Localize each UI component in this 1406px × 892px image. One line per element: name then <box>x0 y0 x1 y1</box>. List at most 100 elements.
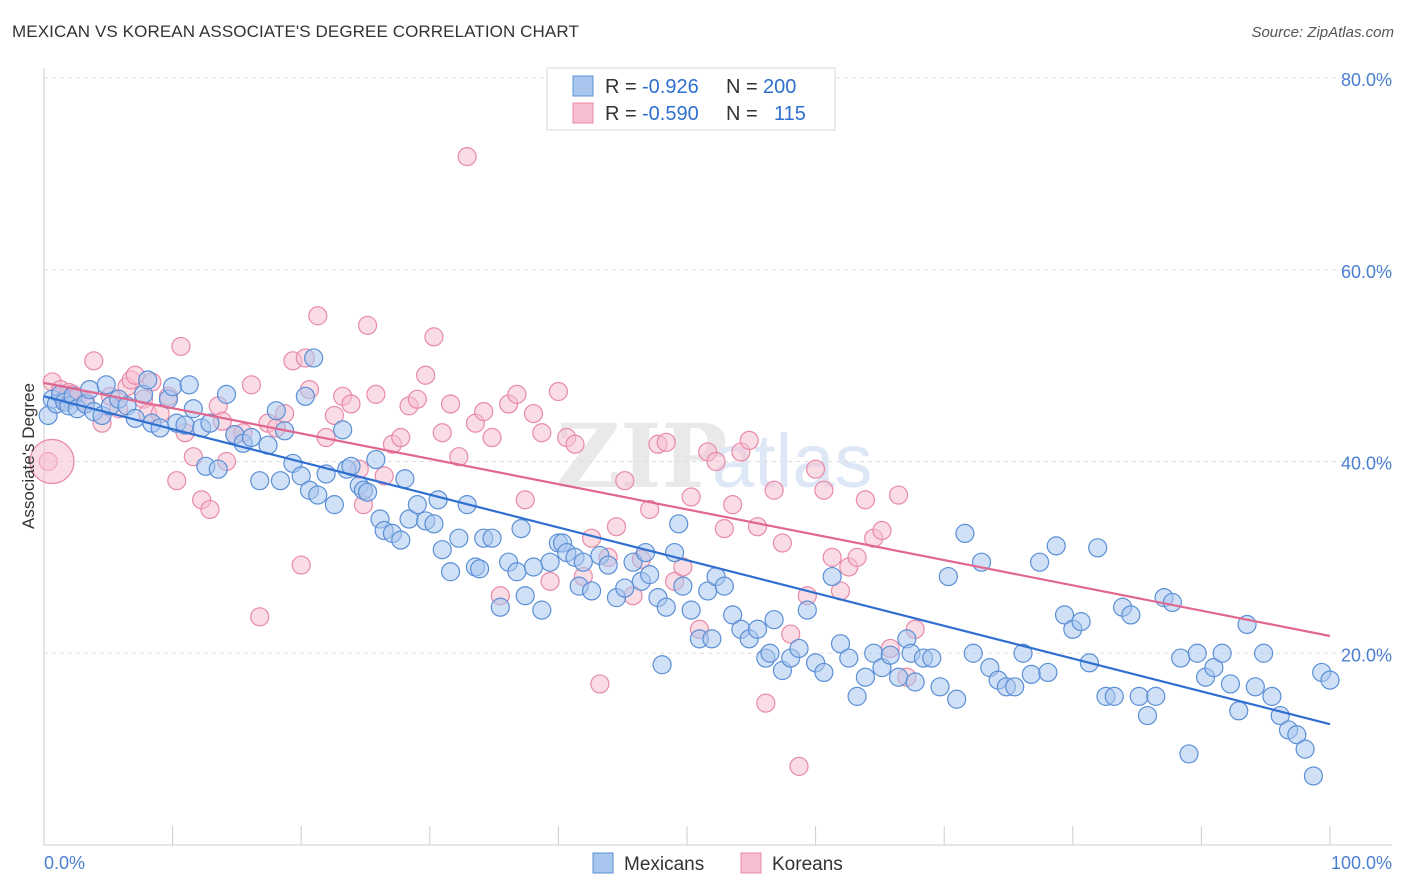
mexican-point <box>366 449 386 470</box>
mexican-point <box>652 655 672 675</box>
mexican-point <box>179 375 199 395</box>
mexican-point <box>515 586 535 606</box>
mexican-point <box>1262 686 1282 706</box>
korean-point <box>440 394 461 414</box>
korean-point <box>341 394 361 414</box>
mexican-point <box>1229 701 1249 721</box>
korean-point <box>532 423 552 443</box>
korean-point <box>640 499 660 520</box>
mexican-point <box>391 530 411 550</box>
mexican-point <box>333 420 353 440</box>
korean-point <box>200 499 220 520</box>
mexican-point <box>138 370 158 390</box>
korean-point <box>507 384 527 404</box>
korean-point <box>357 315 378 335</box>
korean-point <box>391 427 411 448</box>
y-axis-label: Associate's Degree <box>19 383 38 529</box>
x-tick-label-max: 100.0% <box>1331 853 1392 873</box>
korean-point <box>888 485 909 505</box>
korean-point <box>814 480 834 500</box>
mexican-point <box>540 552 560 572</box>
chart-title: MEXICAN VS KOREAN ASSOCIATE'S DEGREE COR… <box>12 22 579 41</box>
mexican-legend-swatch <box>572 75 594 97</box>
watermark-atlas: atlas <box>712 419 873 504</box>
mexican-point <box>490 597 510 617</box>
mexican-point <box>1137 705 1158 726</box>
mexican-point <box>440 562 461 582</box>
mexican-point <box>250 471 270 491</box>
korean-point <box>673 557 693 577</box>
mexican-point <box>1320 670 1340 690</box>
stats-legend-box <box>546 67 836 131</box>
mexican-point <box>947 689 967 709</box>
korean-point <box>241 375 262 395</box>
korean-point <box>855 490 875 510</box>
korean-point <box>250 607 270 627</box>
mexican-point <box>1295 739 1315 759</box>
mexican-point <box>163 377 183 397</box>
mexican-point <box>395 469 415 489</box>
korean-point <box>822 547 842 567</box>
korean-point <box>872 520 892 541</box>
mexican-point <box>635 542 656 563</box>
mexican-point <box>1179 744 1199 764</box>
korean-point <box>424 327 444 347</box>
korean-n-value: 115 <box>774 103 806 125</box>
mexican-n-value: 200 <box>763 76 796 98</box>
korean-point <box>723 495 743 515</box>
mexican-point <box>507 562 527 582</box>
mexican-point <box>270 471 291 491</box>
korean-point <box>432 423 452 443</box>
mexican-point <box>532 600 552 620</box>
korean-point <box>772 533 793 553</box>
mexican-point <box>615 578 635 598</box>
mexican-point <box>357 482 378 502</box>
mexican-point <box>1030 552 1050 572</box>
mexican-point <box>963 643 983 663</box>
korean-point <box>781 624 801 644</box>
mexican-point <box>183 399 203 419</box>
mexican-point <box>747 619 768 639</box>
korean-point <box>366 384 386 404</box>
korean-point <box>590 674 610 694</box>
y-tick-label-20: 20.0% <box>1341 645 1392 665</box>
mexican-point <box>295 386 315 406</box>
mexican-point <box>855 667 875 687</box>
y-tick-label-60: 60.0% <box>1341 262 1392 282</box>
mexican-point <box>1303 766 1324 786</box>
mexican-point <box>291 466 311 486</box>
mexican-point <box>449 528 469 548</box>
korean-point <box>747 517 768 537</box>
mexican-point <box>1038 662 1058 683</box>
mexican-point <box>1046 536 1066 556</box>
mexican-point <box>797 600 817 620</box>
korean-point <box>449 447 469 467</box>
mexican-point <box>1187 643 1207 663</box>
korean-point <box>706 451 726 472</box>
mexican-point <box>308 485 328 505</box>
mexican-point <box>905 672 925 692</box>
mexican-point <box>200 413 220 433</box>
mexican-point <box>847 686 867 706</box>
mexican-point <box>714 576 734 596</box>
korean-point <box>764 480 784 500</box>
mexican-point <box>880 645 900 665</box>
korean-point <box>847 547 867 567</box>
mexican-point <box>938 566 958 587</box>
mexican-point <box>930 677 950 697</box>
mexican-point <box>1013 643 1033 663</box>
korean-point <box>756 693 776 713</box>
korean-point <box>482 427 502 448</box>
mexican-point <box>822 566 842 587</box>
mexican-point <box>1021 664 1041 684</box>
grid-lines <box>44 77 1392 654</box>
korean-point <box>805 459 826 479</box>
y-axis-tick-labels: 20.0% 40.0% 60.0% 80.0% <box>1341 70 1392 665</box>
stats-legend: R = -0.926 N = 200 R = -0.590 N = 115 <box>546 67 836 131</box>
mexican-point <box>723 605 743 625</box>
mexican-point <box>216 384 237 404</box>
source-label: Source: ZipAtlas.com <box>1251 24 1394 41</box>
korean-point-large <box>29 438 75 485</box>
mexican-point <box>304 348 324 368</box>
